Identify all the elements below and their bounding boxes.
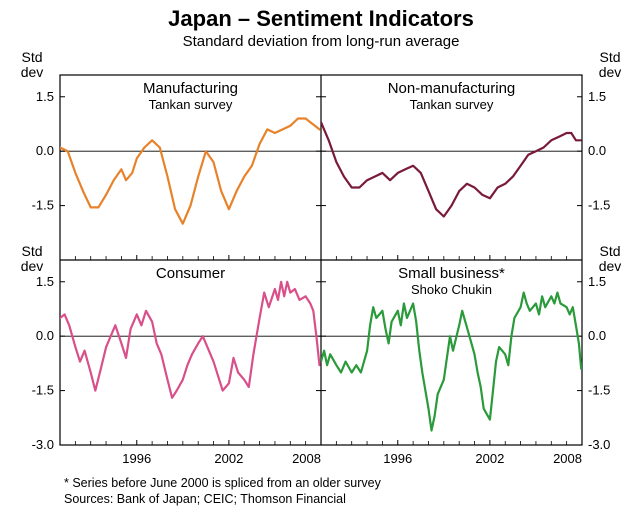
xtick-label: 2008 — [292, 451, 321, 466]
panel-title-smallbusiness: Small business* — [398, 265, 505, 282]
xtick-label: 2008 — [553, 451, 582, 466]
y-label-bl: Std — [21, 243, 42, 259]
y-label-tl: Std — [21, 49, 42, 65]
xtick-label: 1996 — [122, 451, 151, 466]
y-label-br: dev — [599, 258, 622, 274]
ytick-left-bottom: -3.0 — [32, 437, 54, 452]
ytick-left: 1.5 — [36, 89, 54, 104]
chart-svg: Japan – Sentiment Indicators Standard dev… — [0, 0, 642, 532]
series-consumer — [60, 282, 320, 398]
sources: Sources: Bank of Japan; CEIC; Thomson Fi… — [64, 492, 346, 506]
ytick-right: -1.5 — [588, 198, 610, 213]
panel-title-manufacturing: Manufacturing — [143, 80, 238, 97]
panel-subtitle-manufacturing: Tankan survey — [149, 97, 233, 112]
y-label-tr: dev — [599, 64, 622, 80]
xtick-label: 2002 — [475, 451, 504, 466]
y-label-tl: dev — [21, 64, 44, 80]
y-label-bl: dev — [21, 258, 44, 274]
ytick-left: 1.5 — [36, 274, 54, 289]
ytick-left: 0.0 — [36, 328, 54, 343]
ytick-left: 0.0 — [36, 143, 54, 158]
ytick-right-bottom: -3.0 — [588, 437, 610, 452]
series-smallbusiness — [321, 293, 581, 431]
chart-title: Japan – Sentiment Indicators — [168, 6, 474, 31]
series-manufacturing — [60, 119, 320, 224]
ytick-left: -1.5 — [32, 383, 54, 398]
panel-subtitle-smallbusiness: Shoko Chukin — [411, 282, 492, 297]
xtick-label: 2002 — [214, 451, 243, 466]
ytick-right: -1.5 — [588, 383, 610, 398]
y-label-tr: Std — [599, 49, 620, 65]
xtick-label: 1996 — [383, 451, 412, 466]
series-nonmanufacturing — [321, 122, 581, 216]
ytick-right: 1.5 — [588, 274, 606, 289]
ytick-right: 0.0 — [588, 328, 606, 343]
panel-title-nonmanufacturing: Non-manufacturing — [388, 80, 516, 97]
ytick-left: -1.5 — [32, 198, 54, 213]
panel-subtitle-nonmanufacturing: Tankan survey — [410, 97, 494, 112]
ytick-right: 1.5 — [588, 89, 606, 104]
chart-subtitle: Standard deviation from long-run average — [183, 33, 460, 50]
y-label-br: Std — [599, 243, 620, 259]
ytick-right: 0.0 — [588, 143, 606, 158]
footnote: * Series before June 2000 is spliced fro… — [64, 476, 382, 490]
chart-container: Japan – Sentiment Indicators Standard dev… — [0, 0, 642, 532]
panel-title-consumer: Consumer — [156, 265, 225, 282]
